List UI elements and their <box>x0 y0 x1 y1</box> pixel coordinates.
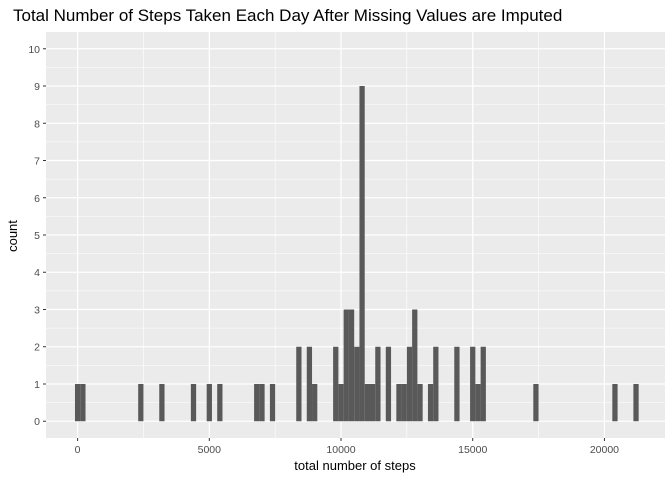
y-tick-label: 1 <box>34 379 40 391</box>
y-tick-label: 7 <box>34 156 40 168</box>
x-tick-label: 10000 <box>326 444 355 456</box>
histogram-bar <box>296 346 302 422</box>
histogram-bars <box>74 86 639 422</box>
histogram-bar <box>338 383 344 422</box>
histogram-bar <box>633 383 639 422</box>
x-tick-label: 20000 <box>590 444 619 456</box>
histogram-bar <box>354 346 360 422</box>
histogram-bar <box>259 383 265 422</box>
histogram-bar <box>159 383 165 422</box>
x-tick-label: 15000 <box>458 444 487 456</box>
histogram-bar <box>254 383 260 422</box>
x-tick-label: 5000 <box>198 444 222 456</box>
y-axis-ticks: 0 1 2 3 4 5 6 7 8 9 10 <box>28 44 46 428</box>
y-tick-label: 0 <box>34 416 40 428</box>
x-tick-label: 0 <box>75 444 81 456</box>
y-tick-label: 6 <box>34 193 40 205</box>
histogram-bar <box>375 346 381 422</box>
histogram-bar <box>312 383 318 422</box>
histogram-bar <box>612 383 618 422</box>
histogram-bar <box>401 383 407 422</box>
histogram-bar <box>396 383 402 422</box>
x-axis-label: total number of steps <box>294 458 416 473</box>
y-tick-label: 5 <box>34 230 40 242</box>
histogram-bar <box>475 383 481 422</box>
histogram-bar <box>533 383 539 422</box>
histogram-bar <box>454 346 460 422</box>
y-tick-label: 8 <box>34 118 40 130</box>
histogram-bar <box>433 346 439 422</box>
y-tick-label: 3 <box>34 304 40 316</box>
histogram-bar <box>74 383 81 422</box>
histogram-bar <box>359 86 365 422</box>
histogram-bar <box>138 383 144 422</box>
histogram-bar <box>80 383 86 422</box>
histogram-bar <box>364 383 370 422</box>
chart-title: Total Number of Steps Taken Each Day Aft… <box>13 6 562 25</box>
y-axis-label: count <box>5 220 20 252</box>
histogram-bar <box>348 309 355 422</box>
histogram-bar <box>306 346 313 422</box>
histogram-bar <box>427 383 434 422</box>
histogram-bar <box>412 309 418 422</box>
histogram-bar <box>385 346 392 422</box>
histogram-bar <box>206 383 212 422</box>
y-tick-label: 9 <box>34 81 40 93</box>
x-axis-ticks: 0 5000 10000 15000 20000 <box>75 438 619 456</box>
histogram-bar <box>470 346 476 422</box>
histogram-bar <box>333 346 339 422</box>
y-tick-label: 10 <box>28 44 40 56</box>
histogram-bar <box>369 383 376 422</box>
histogram-bar <box>343 309 349 422</box>
y-tick-label: 2 <box>34 342 40 354</box>
histogram-bar <box>480 346 486 422</box>
histogram-bar <box>417 383 423 422</box>
histogram-bar <box>406 346 413 422</box>
histogram-bar <box>190 383 197 422</box>
histogram-bar <box>217 383 223 422</box>
y-tick-label: 4 <box>34 267 40 279</box>
histogram-bar <box>269 383 276 422</box>
